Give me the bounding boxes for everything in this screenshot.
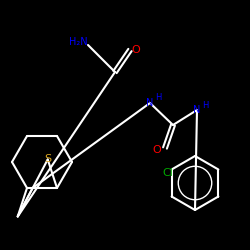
Text: N: N [146,98,154,108]
Text: O: O [132,45,140,55]
Text: O: O [152,145,162,155]
Text: N: N [193,105,201,115]
Text: Cl: Cl [162,168,173,178]
Text: H₂N: H₂N [69,37,87,47]
Text: H: H [155,94,161,102]
Text: H: H [202,100,208,110]
Text: S: S [44,154,51,164]
